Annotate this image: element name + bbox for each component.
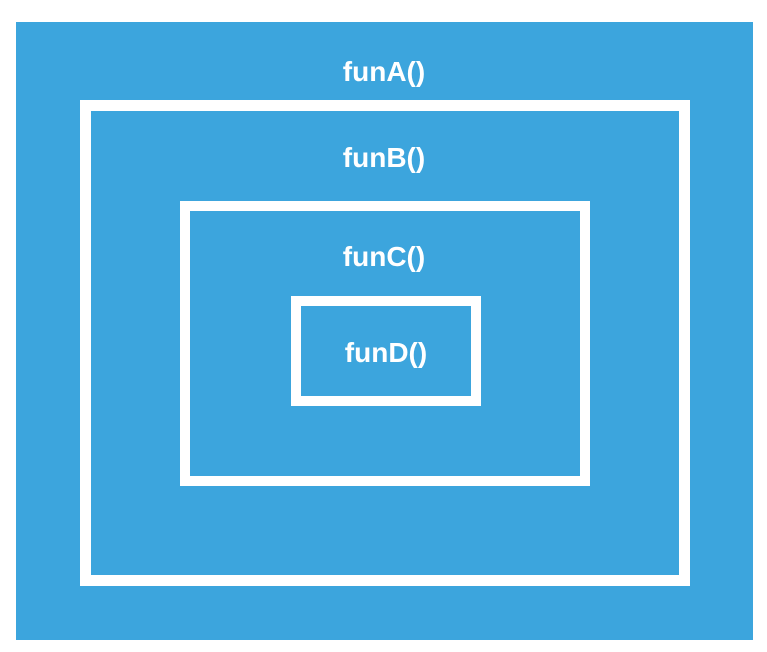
label-funB: funB() <box>342 142 426 173</box>
label-funC: funC() <box>342 241 426 272</box>
label-funD: funD() <box>344 337 428 368</box>
box-funD <box>291 296 481 406</box>
label-funA: funA() <box>342 56 426 87</box>
